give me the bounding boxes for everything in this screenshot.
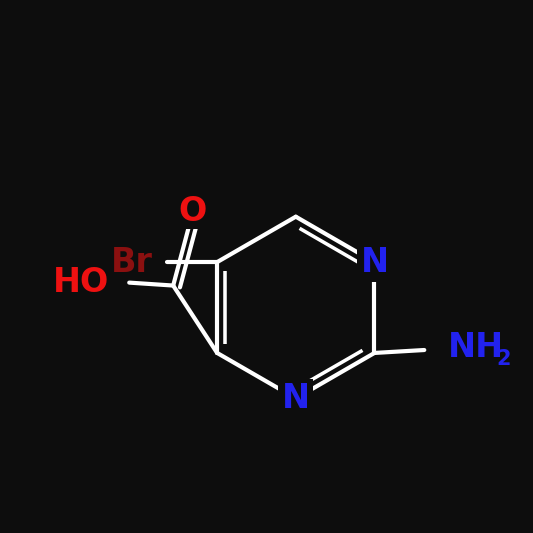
Text: N: N — [282, 382, 310, 415]
Text: NH: NH — [448, 330, 504, 364]
Text: 2: 2 — [496, 349, 511, 369]
Text: O: O — [179, 195, 207, 228]
Text: Br: Br — [111, 246, 152, 279]
Text: N: N — [360, 246, 389, 279]
Text: HO: HO — [52, 266, 109, 299]
